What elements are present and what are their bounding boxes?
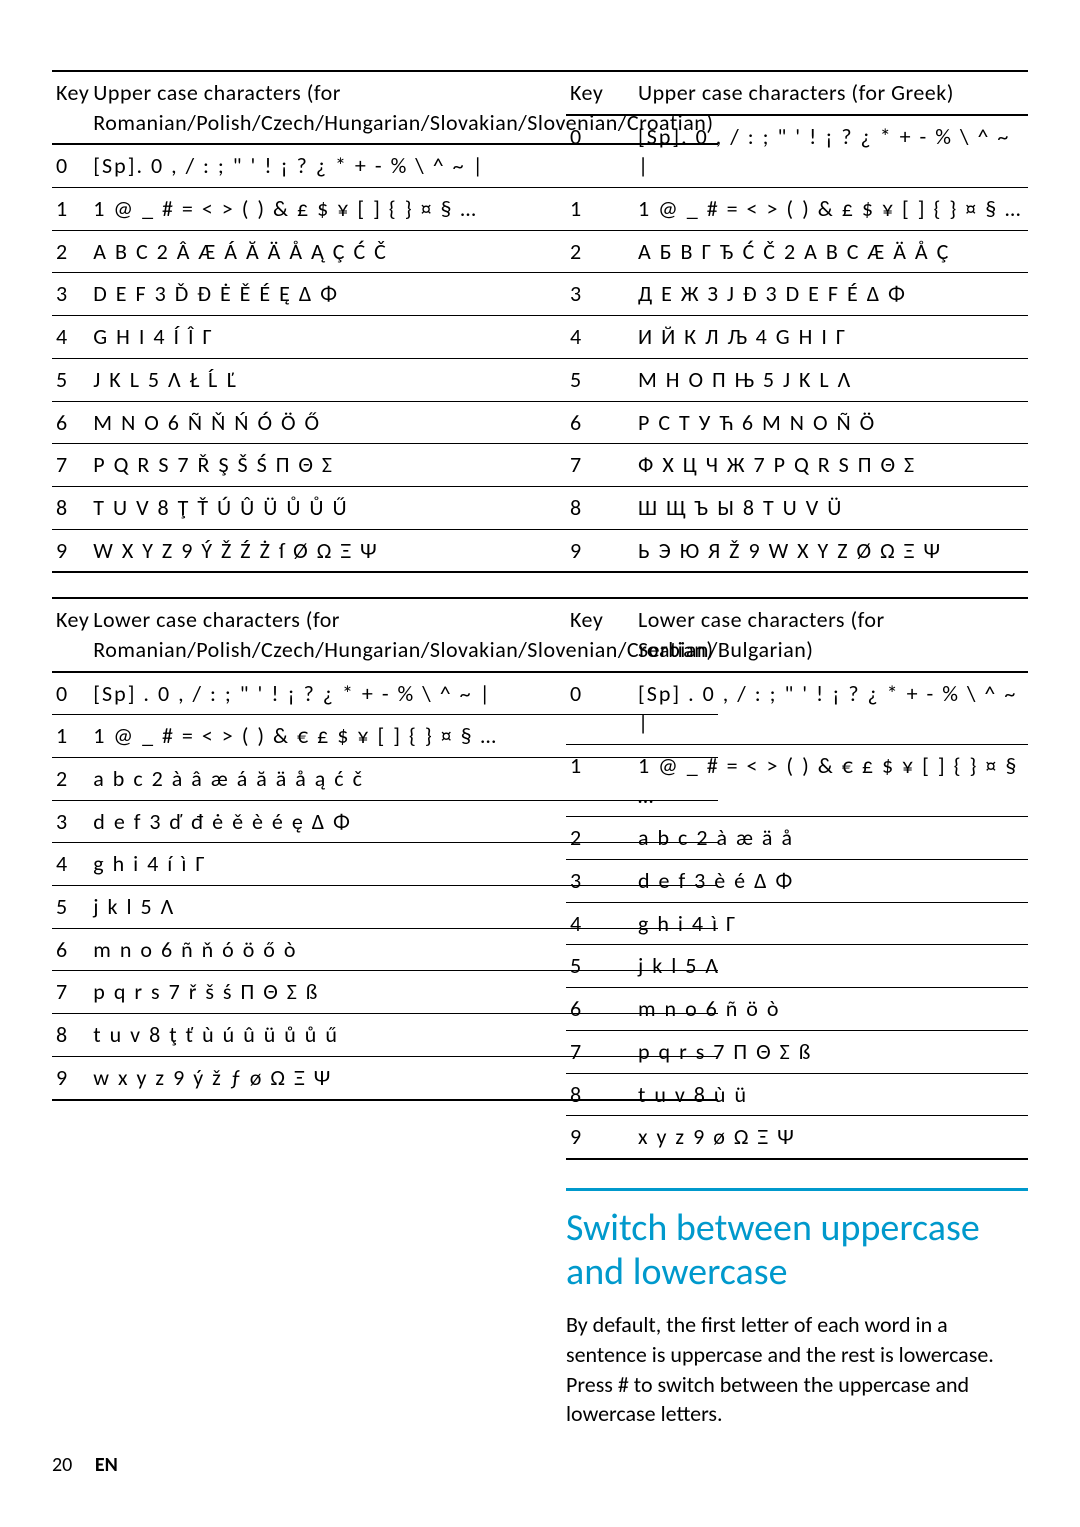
key-cell: 4 [566,316,638,359]
chars-cell: d e f 3 è é Δ Φ [638,860,1028,903]
table-row: 7Ф Х Ц Ч Ж 7 P Q R S Π Θ Σ [566,444,1028,487]
page-footer: 20 EN [52,1453,118,1477]
table-row: 2a b c 2 à æ ä å [566,817,1028,860]
key-cell: 6 [566,401,638,444]
key-cell: 2 [566,817,638,860]
key-cell: 6 [52,928,93,971]
key-cell: 8 [52,486,93,529]
chars-cell: [Sp]. 0 , / : ; " ' ! ¡ ? ¿ * + - % \ ^ … [638,115,1028,188]
chars-cell: И Й К Л Љ 4 G H I Γ [638,316,1028,359]
key-cell: 1 [52,715,93,758]
character-table: KeyLower case characters (for Serbian/Bu… [566,597,1028,1160]
key-cell: 1 [566,188,638,231]
key-cell: 3 [52,273,93,316]
table-row: 0[Sp] . 0 , / : ; " ' ! ¡ ? ¿ * + - % \ … [566,672,1028,745]
key-cell: 1 [566,745,638,817]
key-cell: 8 [566,486,638,529]
table-row: 6m n o 6 ñ ö ò [566,988,1028,1031]
table-row: 7p q r s 7 Π Θ Σ ß [566,1030,1028,1073]
key-cell: 3 [566,860,638,903]
content-columns: KeyUpper case characters (for Romanian/P… [52,70,1028,1445]
table-row: 9Ь Э Ю Я Ž 9 W X Y Z Ø Ω Ξ Ψ [566,529,1028,572]
chars-cell: m n o 6 ñ ö ò [638,988,1028,1031]
key-cell: 0 [52,672,93,715]
character-table: KeyUpper case characters (for Greek)0[Sp… [566,70,1028,573]
key-cell: 5 [52,886,93,929]
key-cell: 3 [566,273,638,316]
left-column: KeyUpper case characters (for Romanian/P… [52,70,514,1445]
key-cell: 3 [52,800,93,843]
table-row: 3d e f 3 è é Δ Φ [566,860,1028,903]
chars-cell: Ф Х Ц Ч Ж 7 P Q R S Π Θ Σ [638,444,1028,487]
key-cell: 9 [52,1056,93,1099]
key-cell: 9 [52,529,93,572]
key-cell: 5 [566,945,638,988]
table-row: 2А Б В Г Ђ Ć Č 2 A B C Æ Ä Å Ç [566,230,1028,273]
table-header-key: Key [52,598,93,671]
table-header-desc: Upper case characters (for Greek) [638,71,1028,115]
key-cell: 9 [566,529,638,572]
chars-cell: g h i 4 ì Γ [638,902,1028,945]
key-cell: 1 [52,188,93,231]
table-header-key: Key [566,71,638,115]
table-header-key: Key [566,598,638,671]
right-column: KeyUpper case characters (for Greek)0[Sp… [566,70,1028,1445]
key-cell: 2 [52,230,93,273]
table-row: 8t u v 8 ù ü [566,1073,1028,1116]
table-row: 4g h i 4 ì Γ [566,902,1028,945]
table-row: 6Р С Т У Ћ 6 M N O Ñ Ö [566,401,1028,444]
key-cell: 2 [566,230,638,273]
section-body: By default, the first letter of each wor… [566,1310,1028,1429]
key-cell: 7 [52,444,93,487]
chars-cell: j k l 5 Λ [638,945,1028,988]
chars-cell: 1 @ _ # = < > ( ) & £ $ ¥ [ ] { } ¤ § … [638,188,1028,231]
key-cell: 0 [566,115,638,188]
table-row: 0[Sp]. 0 , / : ; " ' ! ¡ ? ¿ * + - % \ ^… [566,115,1028,188]
table-row: 11 @ _ # = < > ( ) & € £ $ ¥ [ ] { } ¤ §… [566,745,1028,817]
key-cell: 4 [566,902,638,945]
table-row: 4И Й К Л Љ 4 G H I Γ [566,316,1028,359]
key-cell: 6 [52,401,93,444]
key-cell: 8 [52,1014,93,1057]
key-cell: 9 [566,1116,638,1159]
key-cell: 7 [566,444,638,487]
table-row: 8Ш Щ Ъ Ы 8 T U V Ü [566,486,1028,529]
chars-cell: p q r s 7 Π Θ Σ ß [638,1030,1028,1073]
section-heading: Switch between uppercase and lowercase [566,1188,1028,1294]
chars-cell: Ь Э Ю Я Ž 9 W X Y Z Ø Ω Ξ Ψ [638,529,1028,572]
chars-cell: М Н О П Њ 5 J K L Λ [638,358,1028,401]
chars-cell: Ш Щ Ъ Ы 8 T U V Ü [638,486,1028,529]
table-row: 11 @ _ # = < > ( ) & £ $ ¥ [ ] { } ¤ § … [566,188,1028,231]
key-cell: 0 [52,144,93,187]
page-language: EN [95,1453,118,1477]
chars-cell: Д Е Ж З Ј Ð 3 D E F É Δ Φ [638,273,1028,316]
table-row: 3Д Е Ж З Ј Ð 3 D E F É Δ Φ [566,273,1028,316]
key-cell: 8 [566,1073,638,1116]
table-row: 9x y z 9 ø Ω Ξ Ψ [566,1116,1028,1159]
chars-cell: [Sp] . 0 , / : ; " ' ! ¡ ? ¿ * + - % \ ^… [638,672,1028,745]
key-cell: 0 [566,672,638,745]
key-cell: 2 [52,758,93,801]
chars-cell: Р С Т У Ћ 6 M N O Ñ Ö [638,401,1028,444]
table-header-desc: Lower case characters (for Serbian/Bulga… [638,598,1028,671]
chars-cell: 1 @ _ # = < > ( ) & € £ $ ¥ [ ] { } ¤ § … [638,745,1028,817]
key-cell: 4 [52,843,93,886]
chars-cell: А Б В Г Ђ Ć Č 2 A B C Æ Ä Å Ç [638,230,1028,273]
key-cell: 4 [52,316,93,359]
chars-cell: a b c 2 à æ ä å [638,817,1028,860]
key-cell: 7 [566,1030,638,1073]
right-tables-container: KeyUpper case characters (for Greek)0[Sp… [566,70,1028,1160]
table-header-key: Key [52,71,93,144]
table-row: 5М Н О П Њ 5 J K L Λ [566,358,1028,401]
key-cell: 7 [52,971,93,1014]
key-cell: 5 [52,358,93,401]
table-row: 5j k l 5 Λ [566,945,1028,988]
page-number: 20 [52,1453,72,1477]
chars-cell: x y z 9 ø Ω Ξ Ψ [638,1116,1028,1159]
key-cell: 6 [566,988,638,1031]
key-cell: 5 [566,358,638,401]
chars-cell: t u v 8 ù ü [638,1073,1028,1116]
